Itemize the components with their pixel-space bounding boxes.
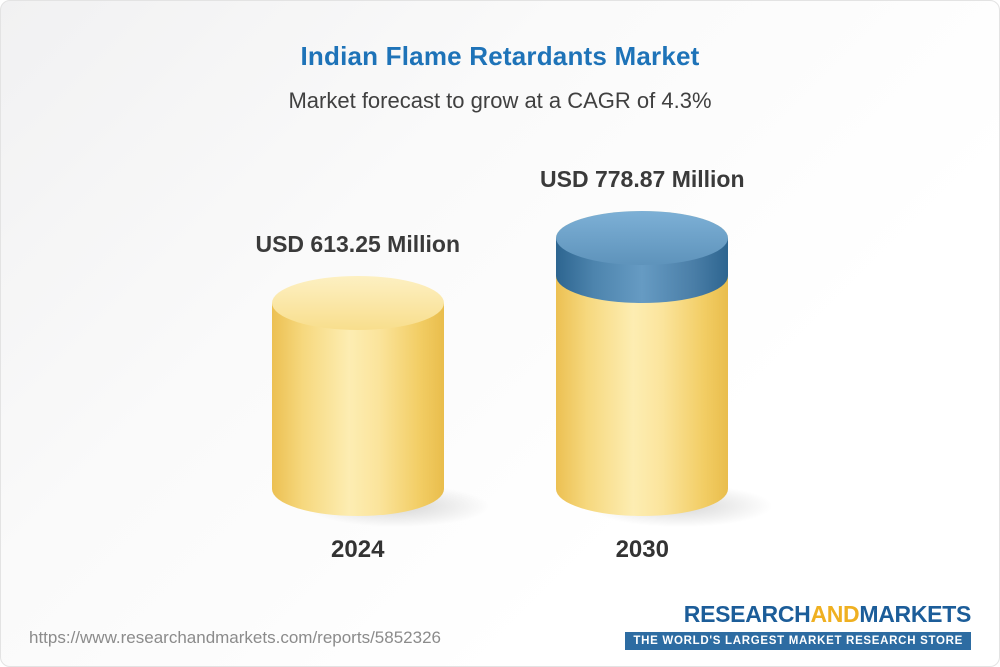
cylinder-2024 (271, 275, 492, 528)
brand-logo: RESEARCHANDMARKETS THE WORLD'S LARGEST M… (625, 601, 971, 650)
bar-value-label-2024: USD 613.25 Million (255, 230, 460, 257)
brand-word-and: AND (810, 601, 860, 627)
bar-year-label-2024: 2024 (331, 536, 385, 563)
brand-word-markets: MARKETS (859, 601, 971, 627)
bar-group-2030: USD 778.87 Million 2030 (540, 165, 777, 564)
cylinder-2030 (556, 210, 777, 528)
report-url-link[interactable]: https://www.researchandmarkets.com/repor… (29, 628, 441, 647)
brand-word-research: RESEARCH (683, 601, 811, 627)
bar-value-label-2030: USD 778.87 Million (540, 165, 745, 192)
cylinder-top-2024 (271, 275, 444, 330)
header: Indian Flame Retardants Market Market fo… (1, 1, 999, 114)
bar-group-2024: USD 613.25 Million 2024 (255, 230, 492, 564)
cylinder-body-2024 (271, 302, 444, 516)
bar-chart: USD 613.25 Million 2024 USD 778.87 Milli… (1, 151, 999, 564)
bar-year-label-2030: 2030 (615, 536, 669, 563)
growth-cap-top-2030 (556, 210, 729, 265)
page-subtitle: Market forecast to grow at a CAGR of 4.3… (288, 88, 712, 113)
brand-tagline: THE WORLD'S LARGEST MARKET RESEARCH STOR… (625, 632, 971, 650)
footer: https://www.researchandmarkets.com/repor… (29, 601, 971, 650)
page-title: Indian Flame Retardants Market (300, 41, 700, 71)
brand-wordmark: RESEARCHANDMARKETS (625, 601, 972, 628)
